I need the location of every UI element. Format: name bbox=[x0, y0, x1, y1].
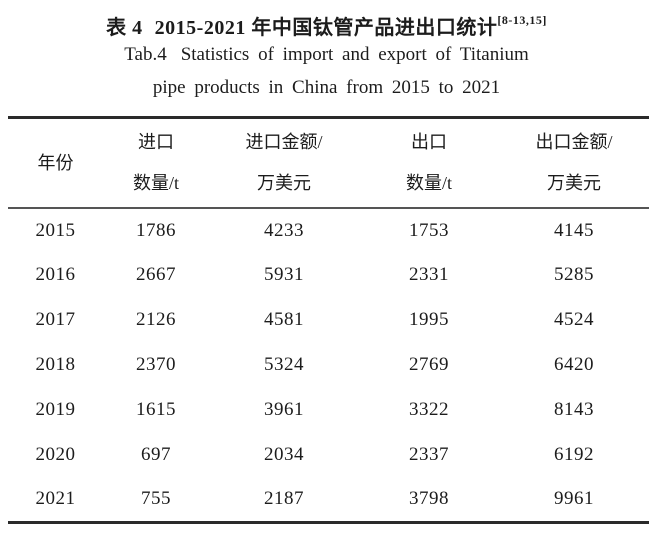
caption-chinese: 表 4 2015-2021 年中国钛管产品进出口统计[8-13,15] bbox=[0, 5, 653, 39]
table-row: 2021 755 2187 3798 9961 bbox=[8, 478, 649, 523]
header-import-value: 进口金额/ 万美元 bbox=[209, 118, 359, 208]
header-import-qty-line2: 数量/t bbox=[132, 173, 179, 194]
table-row: 2018 2370 5324 2769 6420 bbox=[8, 343, 649, 388]
import-value-cell: 3961 bbox=[264, 399, 304, 420]
header-import-qty-line1: 进口 bbox=[138, 132, 174, 153]
caption-english-label: Tab.4 bbox=[124, 44, 167, 65]
table-row: 2019 1615 3961 3322 8143 bbox=[8, 388, 649, 433]
year-cell: 2015 bbox=[35, 219, 76, 241]
header-export-value-line2: 万美元 bbox=[547, 173, 601, 194]
header-export-value: 出口金额/ 万美元 bbox=[499, 118, 649, 208]
export-qty-cell: 2337 bbox=[409, 444, 449, 465]
table-row: 2017 2126 4581 1995 4524 bbox=[8, 298, 649, 343]
year-cell: 2018 bbox=[35, 354, 76, 375]
year-cell: 2021 bbox=[35, 488, 76, 510]
table-row: 2015 1786 4233 1753 4145 bbox=[8, 208, 649, 253]
header-year: 年份 bbox=[8, 118, 103, 208]
header-import-value-line2: 万美元 bbox=[257, 173, 311, 194]
caption-english-line1: Tab.4 Statistics of import and export of … bbox=[0, 39, 653, 71]
header-year-label: 年份 bbox=[37, 152, 74, 173]
import-qty-cell: 1786 bbox=[136, 219, 176, 241]
table-row: 2016 2667 5931 2331 5285 bbox=[8, 253, 649, 298]
import-value-cell: 5324 bbox=[264, 354, 304, 375]
table-header: 年份 进口 数量/t 进口金额/ 万美元 bbox=[8, 118, 649, 208]
import-export-table: 年份 进口 数量/t 进口金额/ 万美元 bbox=[8, 116, 649, 524]
import-value-cell: 4581 bbox=[264, 309, 304, 330]
import-qty-cell: 2370 bbox=[136, 354, 176, 375]
import-qty-cell: 2126 bbox=[136, 309, 176, 330]
export-qty-cell: 2769 bbox=[409, 354, 449, 375]
year-cell: 2016 bbox=[35, 264, 76, 285]
caption-chinese-label: 表 4 bbox=[106, 17, 143, 39]
export-value-cell: 4145 bbox=[554, 219, 594, 241]
export-value-cell: 8143 bbox=[554, 399, 594, 420]
export-value-cell: 6192 bbox=[554, 444, 594, 465]
import-value-cell: 2187 bbox=[264, 488, 304, 510]
import-value-cell: 2034 bbox=[264, 444, 304, 465]
year-cell: 2019 bbox=[35, 399, 76, 420]
caption-chinese-text: 2015-2021 年中国钛管产品进出口统计 bbox=[154, 17, 498, 39]
import-qty-cell: 1615 bbox=[136, 399, 176, 420]
header-export-qty: 出口 数量/t bbox=[359, 118, 499, 208]
export-value-cell: 9961 bbox=[554, 488, 594, 510]
caption-english-line2: pipe products in China from 2015 to 2021 bbox=[152, 77, 501, 98]
header-import-value-line1: 进口金额/ bbox=[245, 132, 323, 153]
header-export-value-line1: 出口金额/ bbox=[535, 132, 613, 153]
import-qty-cell: 755 bbox=[141, 488, 171, 510]
import-value-cell: 4233 bbox=[264, 219, 304, 241]
export-value-cell: 6420 bbox=[554, 354, 594, 375]
import-qty-cell: 697 bbox=[141, 444, 171, 465]
caption-english-text: Statistics of import and export of Titan… bbox=[180, 44, 529, 65]
year-cell: 2020 bbox=[35, 444, 76, 465]
header-row: 年份 进口 数量/t 进口金额/ 万美元 bbox=[8, 118, 649, 208]
citation-superscript: [8-13,15] bbox=[497, 13, 547, 27]
table-row: 2020 697 2034 2337 6192 bbox=[8, 433, 649, 478]
header-import-qty: 进口 数量/t bbox=[103, 118, 209, 208]
year-cell: 2017 bbox=[35, 309, 76, 330]
export-qty-cell: 1995 bbox=[409, 309, 449, 330]
table-caption: 表 4 2015-2021 年中国钛管产品进出口统计[8-13,15] Tab.4… bbox=[0, 0, 653, 104]
export-qty-cell: 3322 bbox=[409, 399, 449, 420]
export-value-cell: 5285 bbox=[554, 264, 594, 285]
header-export-qty-line2: 数量/t bbox=[405, 173, 452, 194]
export-value-cell: 4524 bbox=[554, 309, 594, 330]
export-qty-cell: 2331 bbox=[409, 264, 449, 285]
export-qty-cell: 1753 bbox=[409, 219, 449, 241]
import-qty-cell: 2667 bbox=[136, 264, 176, 285]
table-body: 2015 1786 4233 1753 4145 2016 2667 5931 … bbox=[8, 208, 649, 523]
header-export-qty-line1: 出口 bbox=[411, 132, 447, 153]
import-value-cell: 5931 bbox=[264, 264, 304, 285]
export-qty-cell: 3798 bbox=[409, 488, 449, 510]
